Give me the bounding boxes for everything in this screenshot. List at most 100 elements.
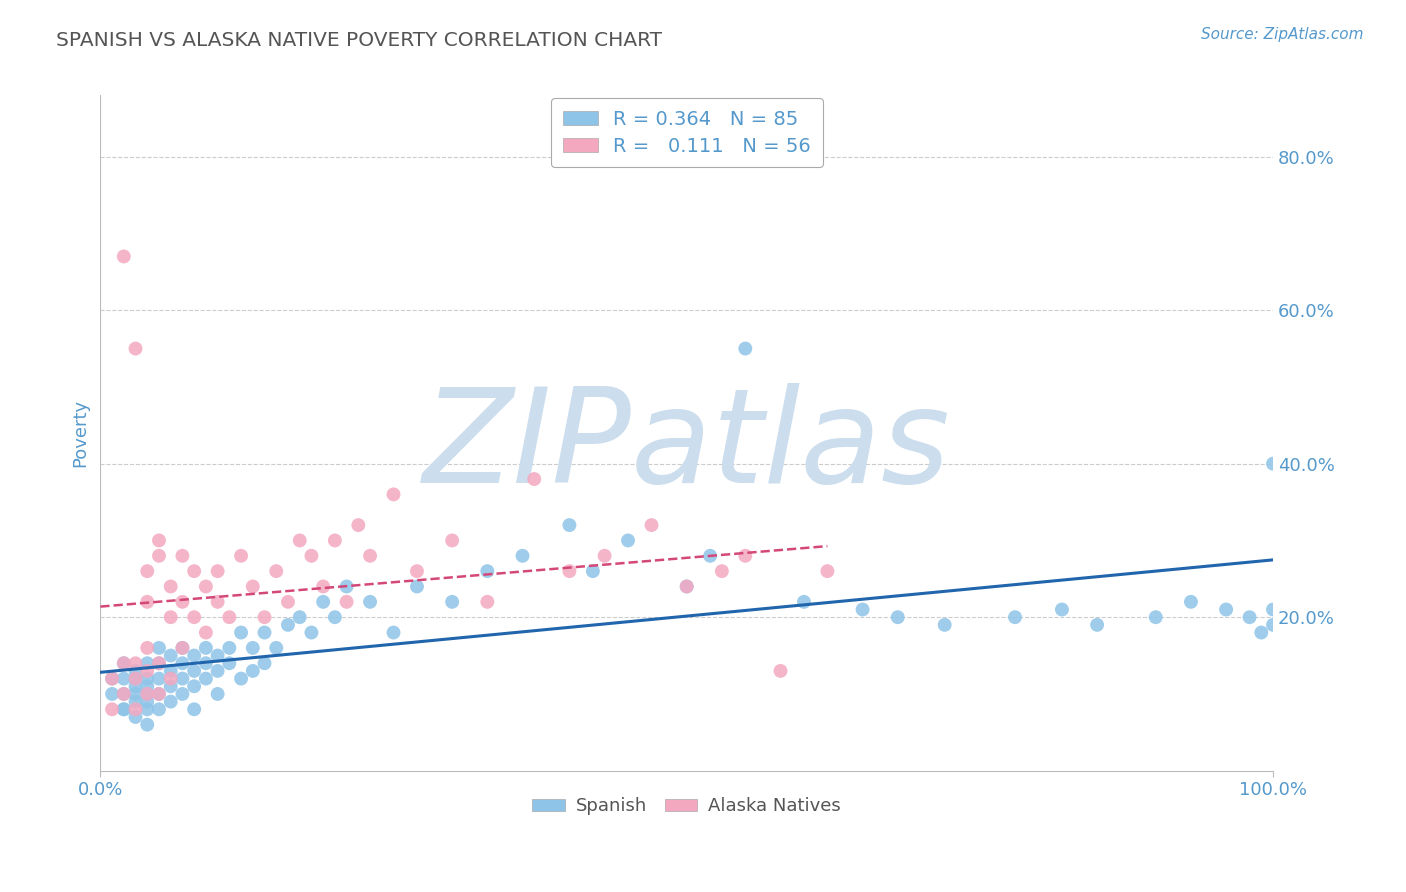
Point: [441, 595, 464, 609]
Point: [148, 657, 170, 671]
Point: [148, 687, 170, 701]
Point: [1261, 457, 1284, 471]
Point: [207, 687, 229, 701]
Point: [441, 533, 464, 548]
Point: [359, 549, 381, 563]
Point: [558, 564, 581, 578]
Text: ZIPatlas: ZIPatlas: [423, 383, 950, 510]
Point: [194, 672, 217, 686]
Point: [159, 579, 181, 593]
Point: [312, 595, 335, 609]
Point: [136, 664, 159, 678]
Point: [148, 640, 170, 655]
Point: [148, 549, 170, 563]
Point: [112, 657, 135, 671]
Point: [734, 342, 756, 356]
Point: [124, 702, 146, 716]
Point: [172, 595, 194, 609]
Point: [1261, 618, 1284, 632]
Point: [699, 549, 721, 563]
Point: [159, 610, 181, 624]
Point: [229, 625, 252, 640]
Point: [112, 702, 135, 716]
Point: [207, 648, 229, 663]
Point: [512, 549, 534, 563]
Point: [277, 595, 299, 609]
Point: [382, 625, 405, 640]
Point: [112, 657, 135, 671]
Point: [136, 717, 159, 731]
Point: [183, 648, 205, 663]
Point: [183, 664, 205, 678]
Point: [159, 695, 181, 709]
Point: [194, 579, 217, 593]
Point: [336, 595, 359, 609]
Point: [136, 679, 159, 693]
Point: [207, 664, 229, 678]
Point: [159, 679, 181, 693]
Point: [136, 564, 159, 578]
Point: [1144, 610, 1167, 624]
Point: [710, 564, 733, 578]
Point: [675, 579, 697, 593]
Point: [101, 687, 124, 701]
Point: [218, 640, 240, 655]
Point: [887, 610, 910, 624]
Point: [148, 672, 170, 686]
Point: [124, 664, 146, 678]
Point: [1239, 610, 1261, 624]
Point: [1004, 610, 1026, 624]
Point: [124, 710, 146, 724]
Point: [815, 564, 838, 578]
Point: [136, 687, 159, 701]
Point: [582, 564, 605, 578]
Point: [347, 518, 370, 533]
Point: [172, 672, 194, 686]
Point: [194, 640, 217, 655]
Point: [769, 664, 792, 678]
Point: [264, 564, 287, 578]
Point: [148, 687, 170, 701]
Point: [207, 595, 229, 609]
Point: [159, 664, 181, 678]
Point: [323, 533, 346, 548]
Point: [312, 579, 335, 593]
Point: [734, 549, 756, 563]
Point: [253, 657, 276, 671]
Point: [1250, 625, 1272, 640]
Point: [288, 610, 311, 624]
Point: [136, 702, 159, 716]
Point: [793, 595, 815, 609]
Point: [1180, 595, 1202, 609]
Point: [558, 518, 581, 533]
Point: [406, 564, 429, 578]
Point: [301, 549, 323, 563]
Y-axis label: Poverty: Poverty: [72, 399, 89, 467]
Point: [136, 672, 159, 686]
Point: [172, 657, 194, 671]
Point: [101, 672, 124, 686]
Point: [101, 672, 124, 686]
Point: [1085, 618, 1108, 632]
Point: [336, 579, 359, 593]
Point: [253, 610, 276, 624]
Point: [101, 702, 124, 716]
Point: [172, 549, 194, 563]
Point: [593, 549, 616, 563]
Point: [112, 672, 135, 686]
Point: [477, 564, 499, 578]
Point: [136, 657, 159, 671]
Text: SPANISH VS ALASKA NATIVE POVERTY CORRELATION CHART: SPANISH VS ALASKA NATIVE POVERTY CORRELA…: [56, 31, 662, 50]
Point: [183, 679, 205, 693]
Point: [148, 657, 170, 671]
Point: [136, 687, 159, 701]
Point: [148, 533, 170, 548]
Point: [218, 657, 240, 671]
Point: [253, 625, 276, 640]
Point: [136, 640, 159, 655]
Point: [124, 687, 146, 701]
Point: [124, 342, 146, 356]
Point: [183, 702, 205, 716]
Point: [288, 533, 311, 548]
Point: [1050, 602, 1073, 616]
